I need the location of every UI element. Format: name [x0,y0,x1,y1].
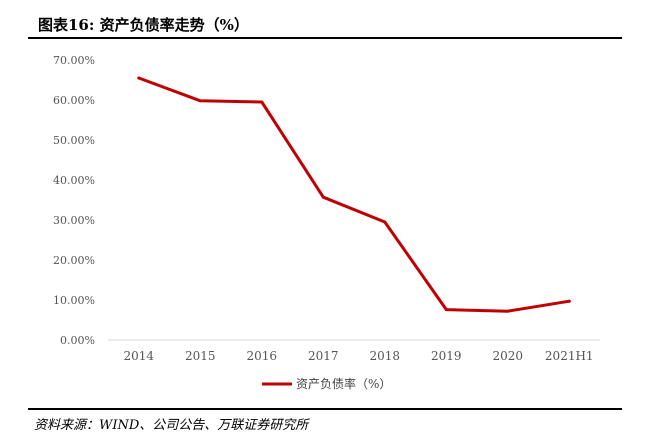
data-point [383,220,387,224]
y-tick-label: 50.00% [53,134,95,147]
data-point [321,195,325,199]
x-tick-label: 2021H1 [545,349,594,363]
x-axis-ticks: 2014 2015 2016 2017 2018 2019 2020 2021H1 [123,349,593,363]
y-tick-label: 40.00% [53,174,95,187]
top-rule [28,37,622,39]
y-tick-label: 10.00% [53,294,95,307]
figure-title: 图表16: 资产负债率走势（%） [38,16,249,34]
x-tick-label: 2016 [246,349,277,363]
data-point [137,76,141,80]
x-tick-label: 2018 [369,349,400,363]
legend: 资产负债率（%） [262,376,391,391]
x-tick-label: 2014 [123,349,154,363]
data-point [260,100,264,104]
series-layer [137,76,571,313]
y-tick-label: 20.00% [53,254,95,267]
data-point [506,309,510,313]
legend-label: 资产负债率（%） [296,376,391,391]
y-tick-label: 0.00% [60,334,95,347]
x-tick-label: 2019 [431,349,462,363]
y-axis-ticks: 0.00% 10.00% 20.00% 30.00% 40.00% 50.00% 60.00… [53,54,95,347]
source-note: 资料来源：WIND、公司公告、万联证券研究所 [34,418,309,433]
data-point [444,308,448,312]
y-tick-label: 70.00% [53,54,95,67]
x-tick-label: 2020 [492,349,523,363]
bottom-rule [28,408,622,410]
x-tick-label: 2015 [185,349,216,363]
data-point [567,299,571,303]
data-point [198,99,202,103]
series-line [137,76,571,313]
y-tick-label: 30.00% [53,214,95,227]
x-tick-label: 2017 [308,349,339,363]
y-tick-label: 60.00% [53,94,95,107]
